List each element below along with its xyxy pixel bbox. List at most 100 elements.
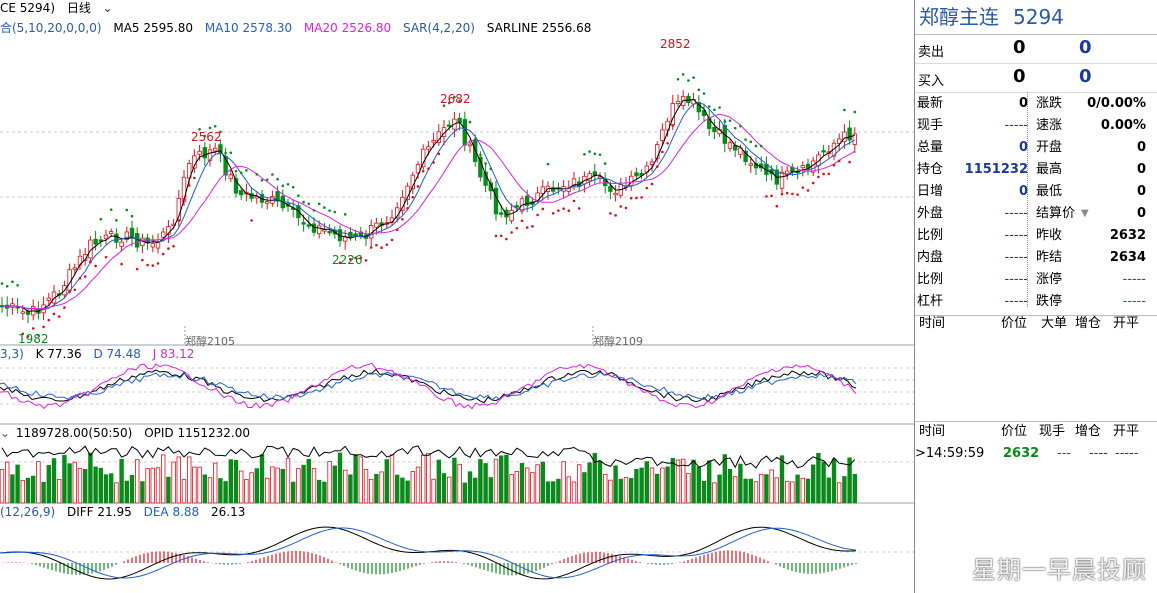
volume-bar	[738, 463, 743, 504]
sar-dot	[375, 243, 378, 247]
macd-diff-value: DIFF 21.95	[67, 505, 132, 519]
volume-bar	[62, 454, 67, 504]
volume-bar	[665, 466, 670, 504]
sar-dot	[598, 153, 602, 156]
volume-bar	[545, 481, 551, 504]
sar-dot	[811, 181, 815, 185]
volume-bar	[779, 455, 785, 504]
sar-dot	[822, 172, 825, 176]
volume-bar	[181, 478, 187, 504]
candle-body	[613, 192, 618, 196]
sar-dot	[109, 208, 113, 211]
volume-bar	[233, 459, 239, 504]
tick-time-text: 14:59:59	[925, 446, 985, 461]
stat-row: 现手 ----- 速涨 0.00%	[915, 115, 1157, 137]
sar-dot	[297, 194, 300, 198]
period-selector[interactable]: 日线	[66, 1, 91, 15]
stat-value: -----	[1004, 206, 1028, 221]
sar-dot	[796, 193, 799, 196]
ma10-value: MA10 2578.30	[204, 21, 293, 35]
period-chevron-icon[interactable]: ⌄	[102, 1, 113, 15]
stats-divider	[1027, 92, 1028, 307]
sar-dot	[666, 141, 669, 145]
candle-body	[358, 231, 363, 237]
candle-body	[852, 133, 857, 145]
sar-dot	[302, 200, 305, 204]
volume-bar	[759, 473, 764, 504]
sar-dot	[562, 207, 565, 210]
candle-body	[186, 163, 192, 179]
macd-params[interactable]: (12,26,9)	[0, 505, 56, 519]
volume-bar	[649, 467, 655, 504]
stat-label: 最新	[917, 96, 944, 111]
sar-dot	[546, 162, 550, 166]
sar-dot	[245, 169, 248, 172]
sar-dot	[115, 219, 118, 222]
settle-dropdown-icon[interactable]: ▼	[1081, 208, 1089, 219]
candle-body	[446, 124, 452, 127]
kline-chart-svg[interactable]	[0, 0, 914, 593]
sar-dot	[827, 172, 831, 176]
candle-body	[306, 224, 311, 227]
stat-row: 内盘 ----- 昨结 2634	[915, 247, 1157, 269]
stat-value: 0	[1018, 140, 1028, 155]
volume-chevron-icon[interactable]: ⌄	[0, 426, 11, 440]
volume-bar	[259, 454, 265, 504]
sar-dot	[291, 185, 295, 189]
sar-dot	[411, 195, 415, 199]
sar-dot	[853, 110, 857, 114]
sar-dot	[739, 124, 742, 128]
volume-bar	[805, 478, 811, 504]
candle-body	[316, 225, 322, 235]
stat-label: 内盘	[917, 250, 944, 265]
volume-bar	[212, 462, 218, 504]
volume-bar	[514, 471, 519, 504]
stat-row: 最新 0 涨跌 0/0.00%	[915, 93, 1157, 115]
sar-dot	[661, 150, 664, 154]
stat-row: 比例 ----- 涨停 -----	[915, 269, 1157, 291]
volume-bar	[83, 469, 88, 504]
sar-dot	[354, 256, 357, 260]
candle-body	[337, 229, 343, 242]
volume-bar	[571, 481, 577, 504]
sar-dot	[848, 160, 851, 164]
tick-row[interactable]: >14:59:59 2632 --- ---- -----	[915, 444, 1157, 464]
sell-price: 0	[1013, 37, 1026, 58]
volume-bar	[124, 480, 129, 504]
sar-dot	[78, 276, 82, 280]
tick-price: 2632	[1003, 446, 1040, 461]
sar-dot	[281, 184, 285, 188]
ma20-line	[1, 113, 856, 310]
sar-params[interactable]: SAR(4,2,20)	[403, 21, 475, 35]
volume-bar	[15, 464, 20, 504]
kdj-params[interactable]: 3,3)	[0, 347, 24, 361]
macd-legend: (12,26,9) DIFF 21.95 DEA 8.88 26.13	[0, 504, 253, 520]
main-indicator-params[interactable]: 合(5,10,20,0,0,0)	[0, 21, 102, 35]
candle-body	[264, 201, 270, 204]
volume-bar	[316, 479, 322, 504]
volume-bar	[238, 470, 244, 504]
volume-legend: ⌄ 1189728.00(50:50) OPID 1151232.00	[0, 425, 258, 441]
sar-dot	[791, 192, 794, 196]
sar-dot	[499, 234, 503, 238]
sar-dot	[817, 175, 820, 179]
stat-value: 0	[1136, 140, 1146, 155]
candle-body	[675, 100, 681, 104]
big-order-header: 时间 价位 大单 增仓 开平	[915, 314, 1157, 334]
volume-bar	[675, 459, 681, 504]
sar-dot	[557, 209, 560, 212]
instrument-name: 郑醇主连	[919, 5, 999, 29]
candle-body	[665, 120, 670, 131]
chart-area[interactable]: CE 5294) 日线 ⌄ 合(5,10,20,0,0,0) MA5 2595.…	[0, 0, 914, 593]
sar-dot	[505, 237, 508, 241]
sar-dot	[255, 173, 259, 176]
sar-dot	[463, 121, 467, 125]
volume-bar	[342, 469, 348, 504]
volume-bar	[301, 464, 306, 504]
volume-bar	[446, 476, 452, 504]
volume-bar	[41, 481, 46, 504]
sar-dot	[364, 259, 368, 262]
candle-body	[181, 176, 187, 202]
col-time: 时间	[919, 424, 946, 439]
volume-bar	[275, 467, 280, 504]
